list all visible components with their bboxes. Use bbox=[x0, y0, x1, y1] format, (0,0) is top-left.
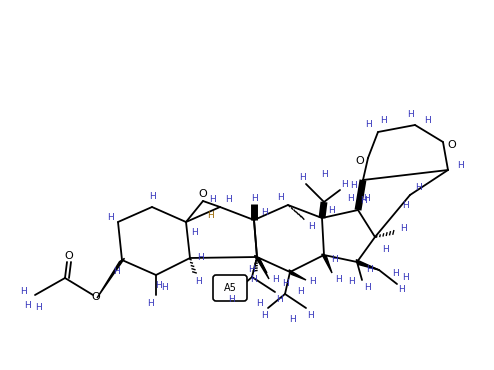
Text: H: H bbox=[341, 179, 347, 188]
Text: H: H bbox=[299, 172, 305, 182]
Text: H: H bbox=[35, 303, 41, 312]
Text: H: H bbox=[282, 279, 288, 289]
Polygon shape bbox=[254, 255, 267, 273]
Polygon shape bbox=[356, 260, 379, 270]
FancyBboxPatch shape bbox=[213, 275, 247, 301]
Text: H: H bbox=[363, 194, 370, 202]
Text: O: O bbox=[448, 140, 456, 150]
Text: H: H bbox=[272, 276, 279, 285]
Text: H: H bbox=[161, 283, 167, 292]
Text: H: H bbox=[365, 120, 371, 128]
Text: H: H bbox=[382, 245, 388, 253]
Text: H: H bbox=[347, 194, 353, 202]
Polygon shape bbox=[97, 258, 124, 298]
Text: H: H bbox=[276, 295, 283, 303]
Text: H: H bbox=[424, 115, 430, 124]
Text: H: H bbox=[261, 208, 267, 216]
Polygon shape bbox=[289, 270, 306, 280]
Text: H: H bbox=[350, 181, 356, 189]
Text: H: H bbox=[208, 195, 215, 204]
Text: H: H bbox=[255, 299, 262, 307]
Text: H: H bbox=[247, 265, 254, 273]
Text: H: H bbox=[155, 282, 162, 290]
Text: H: H bbox=[364, 283, 370, 293]
Text: H: H bbox=[288, 314, 295, 323]
Text: H: H bbox=[250, 194, 257, 202]
Text: H: H bbox=[360, 195, 367, 205]
Text: O: O bbox=[356, 156, 365, 166]
Text: H: H bbox=[392, 269, 398, 279]
Polygon shape bbox=[322, 254, 332, 273]
Text: H: H bbox=[206, 211, 213, 219]
Text: H: H bbox=[191, 228, 198, 236]
Text: H: H bbox=[149, 192, 156, 201]
Text: H: H bbox=[107, 212, 114, 222]
Text: H: H bbox=[147, 299, 153, 307]
Text: H: H bbox=[334, 276, 341, 285]
Text: H: H bbox=[277, 192, 284, 202]
Text: O: O bbox=[199, 189, 207, 199]
Text: H: H bbox=[398, 286, 405, 295]
Text: H: H bbox=[309, 278, 315, 286]
Text: H: H bbox=[321, 169, 328, 178]
Text: H: H bbox=[197, 253, 204, 262]
Text: H: H bbox=[225, 195, 231, 204]
Text: H: H bbox=[113, 266, 120, 276]
Text: H: H bbox=[195, 276, 202, 286]
Text: O: O bbox=[65, 251, 74, 261]
Text: H: H bbox=[400, 223, 407, 232]
Text: H: H bbox=[20, 287, 26, 296]
Text: H: H bbox=[366, 266, 372, 275]
Text: H: H bbox=[407, 110, 413, 118]
Text: H: H bbox=[249, 275, 256, 283]
Text: A5: A5 bbox=[224, 283, 237, 293]
Text: H: H bbox=[379, 115, 386, 124]
Polygon shape bbox=[255, 256, 269, 279]
Text: H: H bbox=[402, 273, 409, 283]
Text: H: H bbox=[296, 287, 303, 296]
Text: H: H bbox=[330, 256, 337, 265]
Text: H: H bbox=[456, 161, 463, 169]
Text: H: H bbox=[414, 182, 421, 192]
Text: H: H bbox=[402, 201, 409, 209]
Text: H: H bbox=[308, 222, 314, 231]
Text: O: O bbox=[91, 292, 100, 302]
Text: H: H bbox=[261, 312, 267, 320]
Text: H: H bbox=[328, 205, 334, 215]
Text: H: H bbox=[24, 300, 30, 309]
Text: H: H bbox=[228, 296, 234, 305]
Text: H: H bbox=[348, 278, 354, 286]
Text: H: H bbox=[307, 310, 313, 320]
